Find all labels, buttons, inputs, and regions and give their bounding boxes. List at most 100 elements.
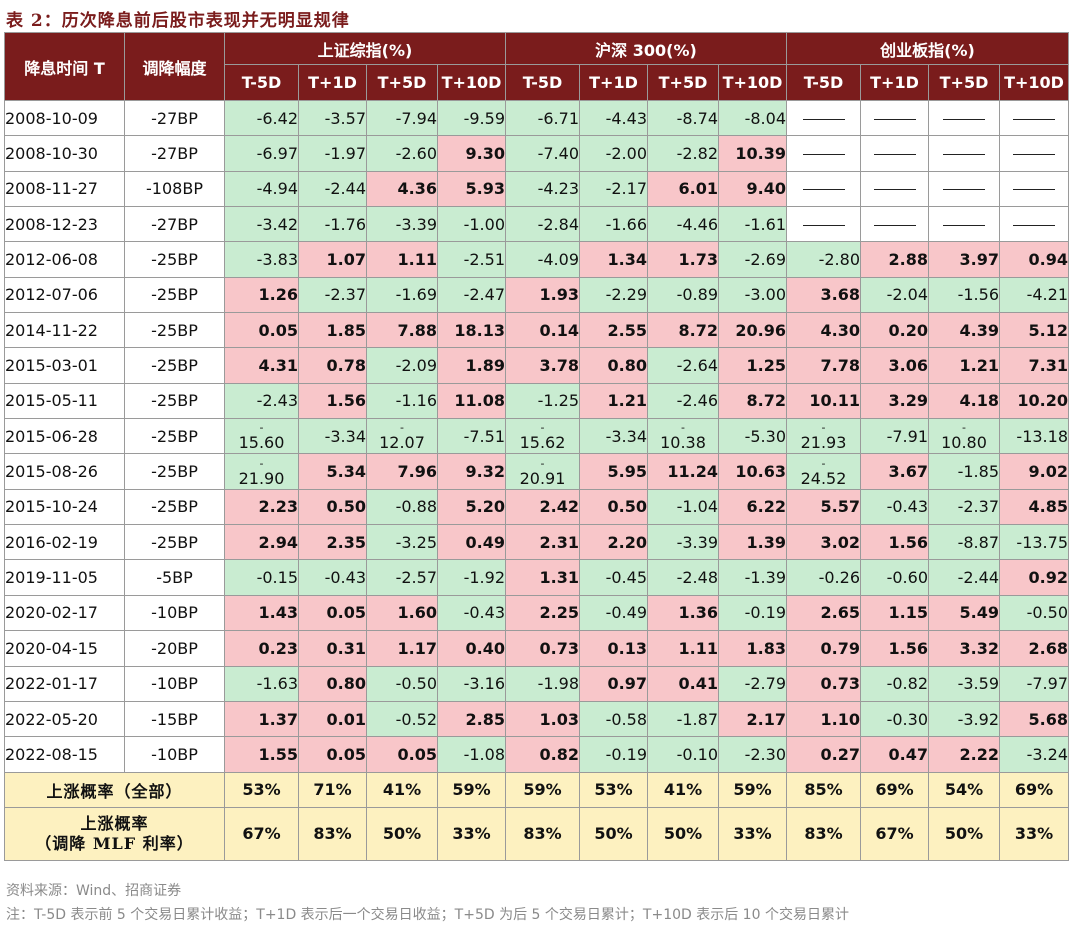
value-cell: 2.20	[579, 524, 648, 561]
value-cell: 1.21	[928, 347, 1000, 384]
minus-sign: -	[259, 421, 264, 435]
value-cell: 0.05	[298, 736, 367, 773]
row-date: 2008-10-30	[4, 135, 125, 172]
value-cell: 1.39	[718, 524, 787, 561]
value-cell: -21.90	[224, 453, 299, 490]
table-row: 2019-11-05 -5BP -0.15 -0.43 -2.57 -1.92 1.31 -0…	[4, 559, 1069, 596]
value-cell: -2.17	[579, 170, 648, 208]
value-cell: 2.42	[505, 488, 580, 526]
dash-mark: ——	[1013, 118, 1055, 120]
value-cell: -2.57	[366, 559, 438, 596]
summary-row: 上涨概率（全部） 53% 71% 41% 59% 59% 53% 41% 59% 85% 69% 54…	[4, 771, 1069, 808]
value-cell: 10.63	[718, 453, 787, 490]
value-cell: 5.93	[437, 170, 506, 208]
value-cell: -4.21	[999, 276, 1069, 314]
rate-cut-table: 降息时间 T 调降幅度 上证综指(%) 沪深 300(%) 创业板指(%) T-…	[4, 32, 1069, 861]
table-row: 2020-02-17 -10BP 1.43 0.05 1.60 -0.43 2.25 -0.4…	[4, 594, 1069, 632]
value-cell: -2.43	[224, 382, 299, 420]
value-cell: 5.49	[928, 594, 1000, 632]
value-cell: 5.20	[437, 488, 506, 526]
value-cell: -2.51	[437, 241, 506, 278]
table-row: 2015-05-11 -25BP -2.43 1.56 -1.16 11.08 -1.25 1…	[4, 382, 1069, 420]
value-cell: 11.08	[437, 382, 506, 420]
value-cell: 18.13	[437, 312, 506, 349]
dash-mark: ——	[873, 224, 916, 226]
value-cell-empty: ——	[999, 170, 1069, 208]
value-cell: -0.19	[718, 594, 787, 632]
row-cut: -27BP	[124, 135, 225, 172]
value-cell: 2.55	[579, 312, 648, 349]
value-cell: -2.09	[366, 347, 438, 384]
value-cell: -0.45	[579, 559, 648, 596]
header-date: 降息时间 T	[4, 32, 125, 101]
row-date: 2015-08-26	[4, 453, 125, 490]
dash-mark: ——	[873, 189, 916, 191]
value-cell: 0.50	[298, 488, 367, 526]
value-cell: 2.68	[999, 630, 1069, 667]
dash-mark: ——	[1013, 154, 1055, 156]
value-cell: 3.06	[860, 347, 929, 384]
summary-value: 53%	[224, 771, 299, 808]
value-cell: 9.30	[437, 135, 506, 172]
summary-label: 上涨概率（全部）	[4, 771, 225, 808]
value-digits: 21.93	[800, 433, 847, 453]
value-cell: -21.93	[786, 418, 861, 455]
dash-mark: ——	[1013, 224, 1055, 226]
summary-value: 67%	[860, 806, 929, 861]
value-cell: -4.09	[505, 241, 580, 278]
row-cut: -25BP	[124, 453, 225, 490]
value-cell-empty: ——	[999, 135, 1069, 172]
dash-mark: ——	[802, 118, 845, 120]
table-row: 2008-10-09 -27BP -6.42 -3.57 -7.94 -9.59 -6.71…	[4, 99, 1069, 137]
summary-label-line2: （调降 MLF 利率）	[35, 833, 194, 853]
header-group-hs300: 沪深 300(%)	[505, 32, 787, 65]
summary-value: 33%	[437, 806, 506, 861]
value-cell: -2.44	[928, 559, 1000, 596]
value-cell: 7.78	[786, 347, 861, 384]
value-cell-empty: ——	[928, 99, 1000, 137]
value-cell-empty: ——	[860, 135, 929, 172]
value-cell: -0.52	[366, 700, 438, 738]
row-date: 2008-12-23	[4, 206, 125, 243]
value-cell: -15.62	[505, 418, 580, 455]
minus-sign: -	[821, 456, 826, 470]
summary-value: 41%	[647, 771, 719, 808]
value-cell: 0.23	[224, 630, 299, 667]
value-cell: -2.79	[718, 665, 787, 702]
value-cell: -0.15	[224, 559, 299, 596]
value-cell: 0.41	[647, 665, 719, 702]
value-cell: -1.04	[647, 488, 719, 526]
value-cell: 0.47	[860, 736, 929, 773]
value-cell: -1.87	[647, 700, 719, 738]
subheader-t1d: T+1D	[298, 64, 367, 101]
value-cell: -6.71	[505, 99, 580, 137]
value-cell: 3.68	[786, 276, 861, 314]
row-cut: -10BP	[124, 736, 225, 773]
value-cell: -3.25	[366, 524, 438, 561]
row-date: 2014-11-22	[4, 312, 125, 349]
row-cut: -10BP	[124, 665, 225, 702]
value-digits: 12.07	[379, 433, 425, 453]
value-cell: -2.00	[579, 135, 648, 172]
value-cell: 3.02	[786, 524, 861, 561]
value-cell: -3.92	[928, 700, 1000, 738]
value-cell: -8.87	[928, 524, 1000, 561]
value-cell: -6.42	[224, 99, 299, 137]
value-cell-empty: ——	[928, 206, 1000, 243]
value-cell: -2.44	[298, 170, 367, 208]
value-cell: 0.92	[999, 559, 1069, 596]
summary-value: 33%	[718, 806, 787, 861]
table-row: 2022-05-20 -15BP 1.37 0.01 -0.52 2.85 1.03 -0.5…	[4, 700, 1069, 738]
value-cell: -7.97	[999, 665, 1069, 702]
value-cell-empty: ——	[786, 135, 861, 172]
summary-value: 69%	[999, 771, 1069, 808]
summary-value: 41%	[366, 771, 438, 808]
row-date: 2012-06-08	[4, 241, 125, 278]
value-cell-empty: ——	[786, 99, 861, 137]
value-cell: 0.20	[860, 312, 929, 349]
summary-value: 71%	[298, 771, 367, 808]
header-cut: 调降幅度	[124, 32, 225, 101]
value-cell: 1.34	[579, 241, 648, 278]
value-cell: -0.60	[860, 559, 929, 596]
value-cell: 2.35	[298, 524, 367, 561]
